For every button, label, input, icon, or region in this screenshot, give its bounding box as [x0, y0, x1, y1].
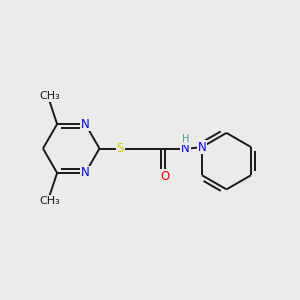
Text: CH₃: CH₃ — [39, 92, 60, 101]
Text: N: N — [198, 140, 206, 154]
Text: CH₃: CH₃ — [39, 196, 60, 206]
Text: O: O — [160, 170, 170, 183]
Text: N: N — [81, 118, 90, 130]
Text: N: N — [181, 142, 190, 155]
Text: H: H — [182, 134, 189, 144]
Text: S: S — [117, 142, 124, 155]
Text: N: N — [81, 167, 90, 179]
